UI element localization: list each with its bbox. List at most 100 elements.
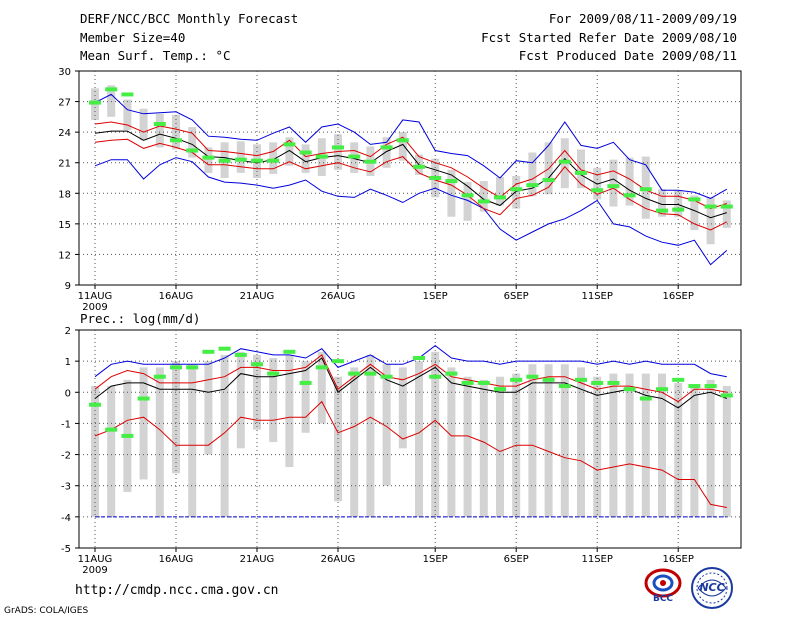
- observed-marker: [607, 380, 620, 385]
- observed-marker: [720, 204, 733, 209]
- observed-marker: [299, 150, 312, 155]
- ensemble-box: [398, 367, 407, 449]
- observed-marker: [153, 374, 166, 379]
- ensemble-box: [382, 137, 391, 168]
- observed-marker: [299, 380, 312, 385]
- observed-marker: [380, 374, 393, 379]
- ensemble-box: [366, 354, 375, 517]
- observed-marker: [364, 159, 377, 164]
- ensemble-box: [155, 367, 164, 517]
- source-url[interactable]: http://cmdp.ncc.cma.gov.cn: [75, 583, 279, 598]
- x-tick-label: 26AUG: [321, 554, 356, 565]
- ensemble-box: [463, 182, 472, 221]
- observed-marker: [477, 199, 490, 204]
- ensemble-box: [253, 354, 261, 430]
- ensemble-box: [641, 373, 650, 517]
- series-mean: [94, 357, 727, 409]
- ensemble-box: [577, 367, 585, 517]
- observed-marker: [558, 384, 571, 389]
- forecast-period: For 2009/08/11-2009/09/19: [548, 11, 737, 26]
- ensemble-box: [625, 373, 634, 517]
- bcc-logo-text: BCC: [652, 594, 674, 604]
- ensemble-box: [658, 373, 666, 517]
- ensemble-box: [609, 373, 618, 517]
- series-max2: [94, 93, 728, 199]
- ensemble-box: [577, 149, 585, 189]
- observed-marker: [202, 155, 215, 160]
- ensemble-box: [285, 137, 294, 166]
- y-tick-label: 12: [58, 250, 71, 261]
- observed-marker: [396, 138, 409, 143]
- ensemble-box: [658, 189, 666, 217]
- observed-marker: [89, 402, 101, 407]
- observed-marker: [202, 349, 215, 354]
- observed-marker: [348, 154, 361, 159]
- ensemble-box: [706, 197, 715, 245]
- ensemble-box: [722, 200, 731, 228]
- ensemble-box: [609, 159, 618, 207]
- observed-marker: [510, 187, 523, 192]
- observed-marker: [494, 387, 506, 392]
- precip-label: Prec.: log(mm/d): [80, 311, 201, 326]
- y-tick-label: 27: [58, 98, 71, 109]
- panel-frame: [78, 70, 742, 286]
- y-tick-label: -4: [61, 513, 71, 524]
- ensemble-box: [301, 361, 310, 433]
- ensemble-box: [317, 351, 326, 424]
- ensemble-box: [204, 361, 213, 455]
- observed-marker: [364, 371, 377, 376]
- ensemble-box: [674, 382, 683, 517]
- ensemble-box: [220, 354, 229, 517]
- ensemble-box: [690, 195, 699, 230]
- observed-marker: [639, 187, 652, 192]
- observed-marker: [267, 371, 280, 376]
- observed-marker: [591, 188, 604, 193]
- observed-marker: [445, 371, 458, 376]
- ensemble-box: [107, 386, 116, 517]
- ensemble-box: [463, 376, 472, 517]
- observed-marker: [688, 384, 701, 389]
- x-tick-label: 21AUG: [240, 291, 275, 302]
- observed-marker: [186, 365, 199, 370]
- observed-marker: [429, 176, 442, 180]
- observed-marker: [105, 87, 118, 92]
- ensemble-box: [236, 351, 245, 449]
- x-tick-label: 26AUG: [321, 291, 356, 302]
- observed-marker: [542, 178, 555, 183]
- series-mean: [94, 130, 727, 219]
- x-year-label: 2009: [82, 302, 107, 313]
- ensemble-box: [528, 364, 537, 517]
- x-year-label: 2009: [82, 565, 107, 576]
- observed-marker: [607, 184, 620, 189]
- produced-date: Fcst Produced Date 2009/08/11: [518, 48, 737, 63]
- observed-marker: [688, 197, 701, 202]
- observed-marker: [121, 92, 134, 97]
- observed-marker: [153, 121, 166, 126]
- ensemble-box: [285, 354, 294, 468]
- ensemble-box: [269, 142, 278, 174]
- observed-marker: [251, 158, 263, 163]
- series-max: [94, 344, 727, 378]
- observed-marker: [380, 145, 393, 150]
- ensemble-box: [560, 364, 569, 517]
- ncc-logo-text: NCC: [699, 581, 725, 594]
- ensemble-box: [269, 358, 278, 443]
- observed-marker: [267, 158, 280, 163]
- observed-marker: [234, 157, 247, 162]
- ensemble-box: [512, 175, 521, 209]
- observed-marker: [672, 377, 685, 382]
- observed-marker: [672, 207, 685, 212]
- observed-marker: [591, 380, 604, 385]
- y-tick-label: 24: [58, 128, 71, 139]
- series-lower-red: [94, 138, 728, 231]
- ensemble-box: [528, 152, 537, 197]
- observed-marker: [218, 346, 231, 351]
- observed-marker: [105, 427, 118, 432]
- ensemble-box: [479, 379, 488, 517]
- observed-marker: [575, 377, 587, 382]
- ensemble-box: [479, 181, 488, 212]
- y-tick-label: 21: [58, 159, 71, 170]
- observed-marker: [137, 396, 150, 401]
- observed-marker: [639, 396, 652, 401]
